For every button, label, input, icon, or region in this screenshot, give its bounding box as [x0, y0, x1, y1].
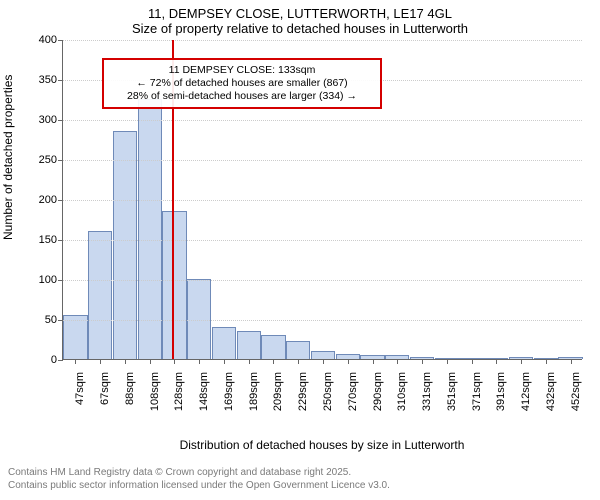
title-line1: 11, DEMPSEY CLOSE, LUTTERWORTH, LE17 4GL [0, 6, 600, 21]
x-tick-label: 290sqm [370, 372, 384, 411]
x-tick-mark [472, 359, 473, 364]
annotation-line: 28% of semi-detached houses are larger (… [112, 90, 372, 103]
footer-line1: Contains HM Land Registry data © Crown c… [8, 467, 390, 480]
annotation-line: ← 72% of detached houses are smaller (86… [112, 77, 372, 90]
x-tick-mark [273, 359, 274, 364]
x-tick-mark [323, 359, 324, 364]
gridline [63, 120, 582, 121]
x-tick-label: 371sqm [469, 372, 483, 411]
y-tick-label: 250 [39, 154, 63, 166]
gridline [63, 320, 582, 321]
histogram-bar [88, 231, 112, 359]
y-tick-label: 350 [39, 74, 63, 86]
y-tick-label: 150 [39, 234, 63, 246]
x-tick-mark [100, 359, 101, 364]
x-tick-mark [125, 359, 126, 364]
x-tick-mark [397, 359, 398, 364]
histogram-bar [187, 279, 211, 359]
footer-line2: Contains public sector information licen… [8, 480, 390, 493]
x-tick-label: 108sqm [147, 372, 161, 411]
x-tick-label: 189sqm [246, 372, 260, 411]
x-tick-mark [571, 359, 572, 364]
y-tick-label: 100 [39, 274, 63, 286]
x-tick-label: 391sqm [493, 372, 507, 411]
x-tick-mark [150, 359, 151, 364]
x-tick-label: 169sqm [221, 372, 235, 411]
gridline [63, 160, 582, 161]
x-tick-mark [75, 359, 76, 364]
histogram-bar [261, 335, 285, 359]
x-tick-mark [249, 359, 250, 364]
y-tick-label: 0 [51, 354, 63, 366]
x-tick-label: 229sqm [295, 372, 309, 411]
histogram-bar [237, 331, 261, 359]
x-tick-label: 452sqm [568, 372, 582, 411]
x-tick-mark [224, 359, 225, 364]
gridline [63, 280, 582, 281]
y-tick-label: 50 [45, 314, 63, 326]
x-tick-mark [199, 359, 200, 364]
y-axis-label: Number of detached properties [1, 75, 15, 240]
x-tick-label: 270sqm [345, 372, 359, 411]
annotation-line: 11 DEMPSEY CLOSE: 133sqm [112, 64, 372, 77]
histogram-bar [63, 315, 87, 359]
x-tick-mark [298, 359, 299, 364]
gridline [63, 240, 582, 241]
x-tick-mark [546, 359, 547, 364]
x-tick-label: 47sqm [72, 372, 86, 405]
y-tick-label: 400 [39, 34, 63, 46]
gridline [63, 40, 582, 41]
x-tick-label: 351sqm [444, 372, 458, 411]
y-tick-label: 300 [39, 114, 63, 126]
x-tick-mark [447, 359, 448, 364]
x-tick-label: 88sqm [122, 372, 136, 405]
histogram-bar [162, 211, 186, 359]
x-tick-label: 432sqm [543, 372, 557, 411]
x-tick-mark [422, 359, 423, 364]
histogram-bar [113, 131, 137, 359]
x-axis-label: Distribution of detached houses by size … [62, 438, 582, 452]
x-tick-mark [521, 359, 522, 364]
x-tick-label: 209sqm [270, 372, 284, 411]
x-tick-label: 148sqm [196, 372, 210, 411]
histogram-bar [286, 341, 310, 359]
x-tick-label: 250sqm [320, 372, 334, 411]
x-tick-label: 412sqm [518, 372, 532, 411]
x-tick-mark [348, 359, 349, 364]
y-tick-label: 200 [39, 194, 63, 206]
histogram-bar [311, 351, 335, 359]
gridline [63, 200, 582, 201]
x-tick-label: 310sqm [394, 372, 408, 411]
x-tick-label: 67sqm [97, 372, 111, 405]
annotation-box: 11 DEMPSEY CLOSE: 133sqm← 72% of detache… [102, 58, 382, 109]
x-tick-label: 128sqm [171, 372, 185, 411]
histogram-bar [212, 327, 236, 359]
chart-container: Number of detached properties 0501001502… [0, 40, 600, 440]
x-tick-mark [496, 359, 497, 364]
x-tick-mark [373, 359, 374, 364]
chart-title-block: 11, DEMPSEY CLOSE, LUTTERWORTH, LE17 4GL… [0, 0, 600, 36]
footer-attribution: Contains HM Land Registry data © Crown c… [8, 467, 390, 492]
plot-area: 05010015020025030035040047sqm67sqm88sqm1… [62, 40, 582, 360]
x-tick-mark [174, 359, 175, 364]
title-line2: Size of property relative to detached ho… [0, 21, 600, 36]
x-tick-label: 331sqm [419, 372, 433, 411]
